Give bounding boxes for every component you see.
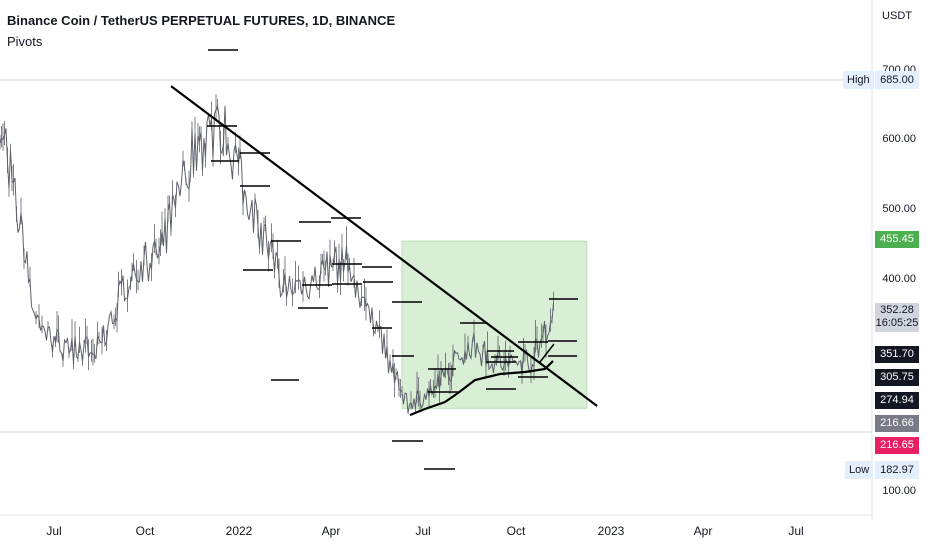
x-tick-label: Oct xyxy=(506,524,526,538)
low-value-label: 182.97 xyxy=(875,461,919,479)
moving-average-tail xyxy=(539,343,555,363)
x-tick-label: 2022 xyxy=(225,524,253,538)
y-tick-label: 600.00 xyxy=(882,133,916,145)
trendline xyxy=(170,85,598,407)
moving-average-line xyxy=(409,360,554,417)
x-tick-label: Oct xyxy=(135,524,155,538)
x-tick-label: 2023 xyxy=(597,524,625,538)
x-tick-label: Jul xyxy=(788,524,804,538)
y-tick-label: 400.00 xyxy=(882,273,916,285)
x-tick-label: Apr xyxy=(693,524,713,538)
chart-title: Binance Coin / TetherUS PERPETUAL FUTURE… xyxy=(7,13,396,28)
level-label: 216.65 xyxy=(875,437,919,454)
x-tick-label: Jul xyxy=(415,524,431,538)
level-label: 351.70 xyxy=(875,346,919,363)
level-label: 305.75 xyxy=(875,369,919,386)
indicator-label[interactable]: Pivots xyxy=(7,34,43,49)
high-tag: High xyxy=(843,71,874,89)
y-tick-label: 100.00 xyxy=(882,485,916,497)
green-price-label: 455.45 xyxy=(875,231,919,248)
highlight-box xyxy=(401,240,588,409)
last-price-value: 352.28 xyxy=(880,304,914,316)
high-value-label: 685.00 xyxy=(875,71,919,89)
price-series-line xyxy=(0,103,554,414)
level-label: 274.94 xyxy=(875,392,919,409)
x-tick-label: Jul xyxy=(46,524,62,538)
x-tick-label: Apr xyxy=(321,524,341,538)
bar-countdown: 16:05:25 xyxy=(875,317,919,329)
y-tick-label: 500.00 xyxy=(882,203,916,215)
last-price-label: 352.28 16:05:25 xyxy=(875,303,919,332)
level-label: 216.66 xyxy=(875,415,919,432)
low-tag: Low xyxy=(845,461,874,479)
price-unit: USDT xyxy=(882,10,912,22)
